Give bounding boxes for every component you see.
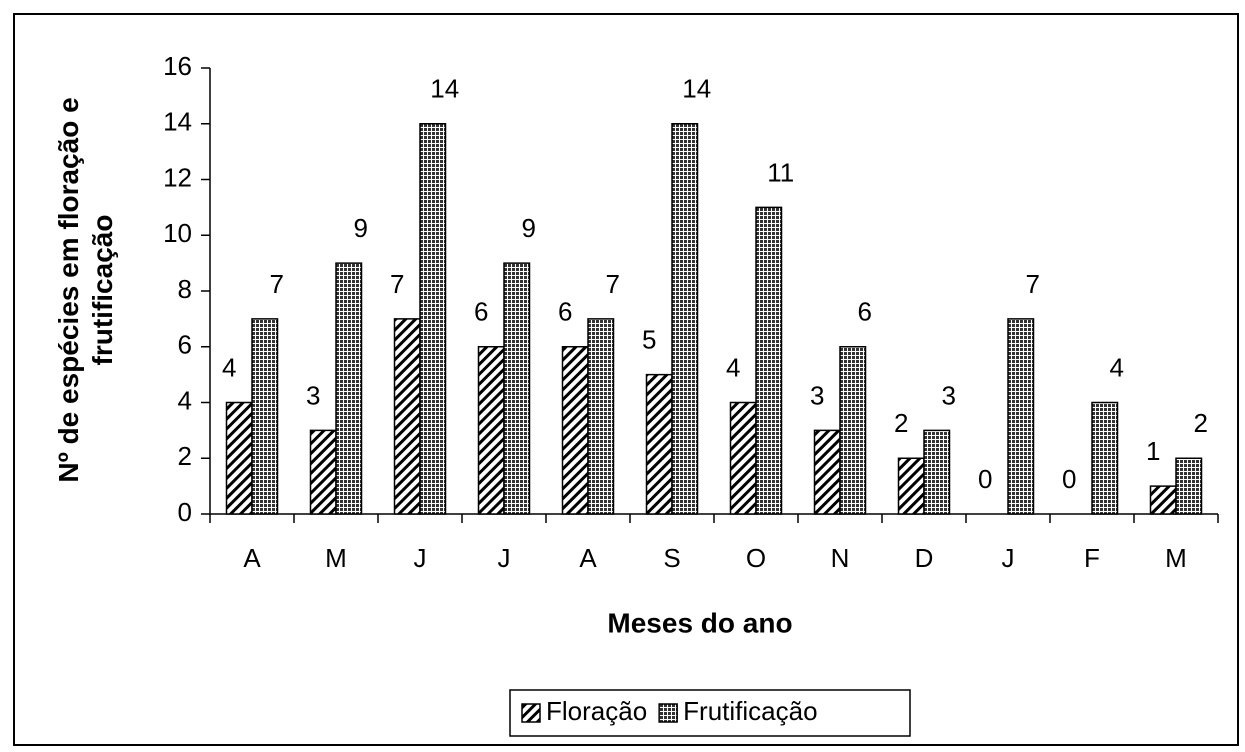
value-label: 2: [1194, 408, 1208, 438]
x-tick-label: O: [746, 543, 766, 573]
bar: [477, 346, 505, 515]
bar: [587, 318, 615, 515]
bar: [335, 262, 363, 515]
bar: [419, 123, 447, 515]
x-tick-label: J: [498, 543, 511, 573]
value-label: 7: [1026, 269, 1040, 299]
x-tick-label: M: [325, 543, 347, 573]
value-label: 7: [390, 269, 404, 299]
value-label: 5: [642, 325, 656, 355]
bar: [923, 429, 951, 515]
value-label: 2: [894, 408, 908, 438]
bar: [1007, 318, 1035, 515]
y-axis-title: Nº de espécies em floração e frutificação: [53, 97, 118, 482]
bar: [1149, 485, 1177, 515]
value-label: 4: [726, 352, 740, 382]
bar: [309, 429, 337, 515]
value-label: 3: [942, 380, 956, 410]
y-tick-label: 2: [178, 441, 192, 471]
bar: [729, 401, 757, 515]
legend-box: [509, 689, 911, 737]
legend-label: Frutificação: [683, 696, 817, 726]
legend-swatch: [521, 703, 541, 723]
y-tick-label: 8: [178, 274, 192, 304]
x-tick-label: F: [1084, 543, 1100, 573]
y-tick-label: 12: [163, 162, 192, 192]
y-tick-label: 10: [163, 218, 192, 248]
x-tick-label: S: [663, 543, 680, 573]
value-label: 9: [354, 213, 368, 243]
legend-label: Floração: [546, 696, 647, 726]
value-label: 0: [978, 464, 992, 494]
y-tick-label: 14: [163, 107, 192, 137]
y-tick-label: 6: [178, 330, 192, 360]
value-label: 0: [1062, 464, 1076, 494]
frame: [13, 13, 1239, 746]
value-label: 6: [558, 297, 572, 327]
x-tick-label: J: [414, 543, 427, 573]
y-tick-label: 4: [178, 385, 192, 415]
x-tick-label: A: [243, 543, 261, 573]
value-label: 14: [430, 74, 459, 104]
value-label: 7: [606, 269, 620, 299]
y-tick-label: 16: [163, 51, 192, 81]
bar: [393, 318, 421, 515]
x-tick-label: D: [915, 543, 934, 573]
bar: [897, 457, 925, 515]
bar: [671, 123, 699, 515]
value-label: 4: [222, 352, 236, 382]
bar: [225, 401, 253, 515]
bar: [503, 262, 531, 515]
value-label: 3: [306, 380, 320, 410]
value-label: 9: [522, 213, 536, 243]
bar: [755, 206, 783, 515]
value-label: 14: [682, 74, 711, 104]
x-tick-label: J: [1002, 543, 1015, 573]
x-axis-title: Meses do ano: [607, 607, 792, 638]
x-tick-label: N: [831, 543, 850, 573]
bar: [251, 318, 279, 515]
bar: [839, 346, 867, 515]
bar: [813, 429, 841, 515]
value-label: 11: [767, 157, 794, 187]
value-label: 6: [474, 297, 488, 327]
legend-swatch: [658, 703, 678, 723]
value-label: 1: [1146, 436, 1160, 466]
bar: [1175, 457, 1203, 515]
value-label: 4: [1110, 352, 1124, 382]
x-tick-label: A: [579, 543, 597, 573]
bar: [561, 346, 589, 515]
y-tick-label: 0: [178, 497, 192, 527]
bar: [645, 373, 673, 515]
value-label: 6: [858, 297, 872, 327]
value-label: 3: [810, 380, 824, 410]
bar: [1091, 401, 1119, 515]
x-tick-label: M: [1165, 543, 1187, 573]
value-label: 7: [270, 269, 284, 299]
